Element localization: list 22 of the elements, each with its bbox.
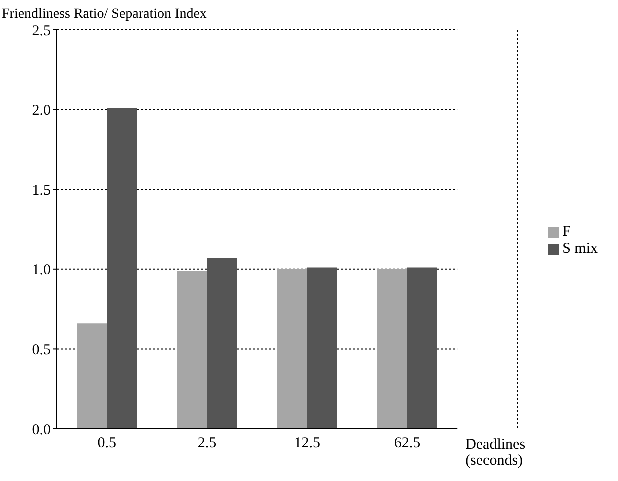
y-tick-label: 2.0	[32, 103, 51, 120]
y-tick-label: 1.5	[32, 182, 51, 199]
bar	[377, 269, 408, 429]
y-tick-label: 0.5	[32, 342, 51, 359]
x-tick-label: 62.5	[394, 436, 421, 452]
x-tick-label: 12.5	[294, 436, 320, 452]
x-tick-label: 2.5	[198, 436, 217, 452]
y-tick-label: 2.5	[32, 23, 51, 40]
bar	[407, 268, 438, 429]
bar	[107, 108, 137, 429]
x-axis-title: Deadlines (seconds)	[466, 437, 526, 469]
legend-label: S mix	[562, 240, 598, 256]
bar	[277, 269, 308, 429]
bar	[307, 268, 338, 429]
y-tick-label: 1.0	[32, 262, 51, 279]
y-axis-title: Friendliness Ratio/ Separation Index	[2, 7, 207, 22]
y-tick-label: 0.0	[32, 422, 51, 438]
x-tick-label: 0.5	[98, 436, 116, 452]
bar	[177, 270, 208, 429]
bar	[77, 324, 107, 429]
bar	[207, 258, 238, 429]
legend-label: F	[562, 224, 571, 240]
